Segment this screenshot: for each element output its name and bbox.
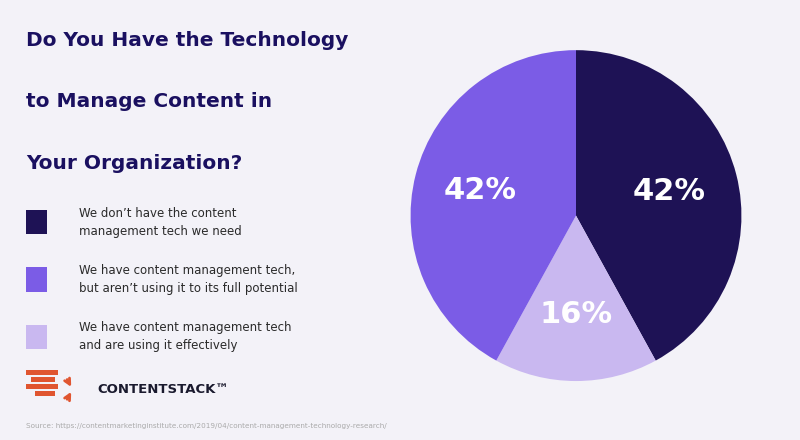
Text: 42%: 42% <box>633 177 706 206</box>
Text: Your Organization?: Your Organization? <box>26 154 242 173</box>
Text: 42%: 42% <box>443 176 516 205</box>
FancyBboxPatch shape <box>26 325 47 348</box>
Text: We have content management tech,
but aren’t using it to its full potential: We have content management tech, but are… <box>79 264 298 295</box>
FancyBboxPatch shape <box>26 384 58 389</box>
Wedge shape <box>576 50 742 360</box>
Text: We don’t have the content
management tech we need: We don’t have the content management tec… <box>79 207 242 238</box>
Text: to Manage Content in: to Manage Content in <box>26 92 273 111</box>
Wedge shape <box>496 216 656 381</box>
Wedge shape <box>410 50 576 360</box>
FancyBboxPatch shape <box>26 370 58 375</box>
Text: CONTENTSTACK™: CONTENTSTACK™ <box>98 383 230 396</box>
Text: Source: https://contentmarketinginstitute.com/2019/04/content-management-technol: Source: https://contentmarketinginstitut… <box>26 423 387 429</box>
Text: We have content management tech
and are using it effectively: We have content management tech and are … <box>79 321 291 352</box>
Text: Do You Have the Technology: Do You Have the Technology <box>26 31 349 50</box>
Text: 16%: 16% <box>539 301 613 330</box>
FancyBboxPatch shape <box>34 391 55 396</box>
FancyBboxPatch shape <box>26 210 47 234</box>
FancyBboxPatch shape <box>31 377 55 382</box>
FancyBboxPatch shape <box>26 267 47 292</box>
